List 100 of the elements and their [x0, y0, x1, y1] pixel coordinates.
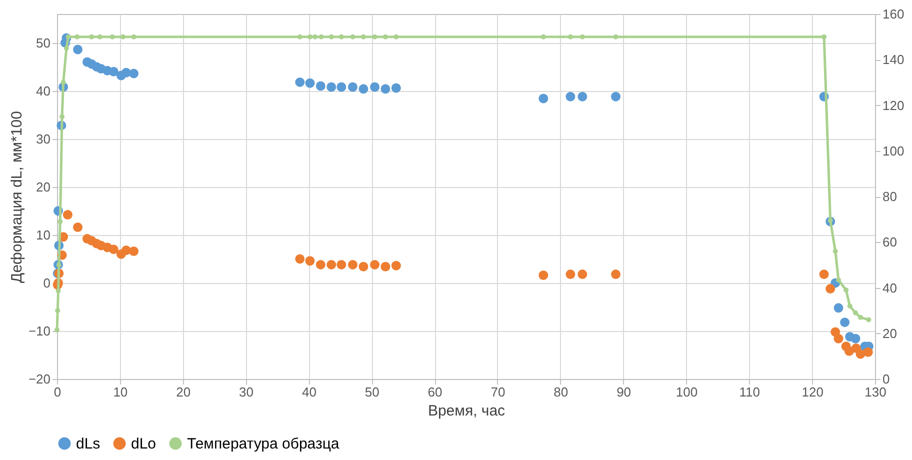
- y2-tick-label: 60: [882, 234, 897, 250]
- point: [580, 34, 585, 40]
- point: [60, 114, 65, 120]
- x-tick-label: 130: [864, 384, 886, 400]
- point: [312, 34, 318, 40]
- point: [295, 77, 305, 87]
- x-tick-label: 10: [113, 384, 128, 400]
- point: [611, 270, 620, 280]
- y2-tick-label: 0: [882, 372, 890, 386]
- point: [866, 317, 872, 322]
- point: [370, 260, 380, 270]
- y-axis-title: Деформация dL, мм*100: [8, 111, 26, 283]
- y-tick-label: 20: [36, 179, 50, 194]
- point: [326, 82, 336, 92]
- point: [858, 314, 864, 320]
- point: [578, 92, 588, 102]
- point: [305, 256, 315, 266]
- point: [391, 83, 401, 93]
- y2-tick-label: 40: [882, 280, 897, 296]
- x-tick-label: 80: [554, 384, 568, 400]
- point: [819, 270, 829, 280]
- point: [336, 260, 346, 270]
- point: [380, 84, 390, 94]
- x-tick-label: 70: [490, 384, 506, 400]
- point: [316, 81, 326, 91]
- point: [121, 246, 131, 256]
- point: [110, 34, 115, 40]
- point: [850, 334, 860, 344]
- point: [822, 34, 827, 40]
- point: [295, 254, 305, 264]
- point: [372, 34, 378, 40]
- point: [56, 288, 61, 294]
- point: [74, 34, 80, 40]
- y-tick-label: 50: [36, 35, 50, 50]
- x-tick-label: 110: [739, 384, 760, 400]
- point: [611, 92, 620, 102]
- point: [73, 44, 83, 54]
- x-tick-label: 100: [676, 384, 698, 400]
- point: [336, 82, 346, 92]
- y2-tick-label: 160: [882, 6, 904, 22]
- legend-label: dLo: [131, 436, 156, 453]
- point: [568, 34, 573, 40]
- x-tick-label: 40: [302, 384, 316, 400]
- point: [538, 270, 548, 280]
- point: [394, 34, 399, 40]
- point: [538, 94, 548, 104]
- point: [844, 288, 849, 293]
- point: [613, 34, 618, 40]
- point: [89, 34, 94, 40]
- point: [108, 244, 118, 254]
- point: [350, 34, 356, 40]
- point: [840, 318, 850, 328]
- point: [566, 270, 576, 280]
- y-tick-label: 40: [36, 83, 50, 98]
- point: [305, 78, 315, 88]
- point: [391, 260, 401, 270]
- point: [326, 260, 336, 270]
- point: [316, 260, 326, 270]
- point: [108, 66, 118, 76]
- point: [847, 304, 852, 308]
- point: [129, 246, 139, 256]
- point: [358, 84, 368, 94]
- point: [62, 210, 72, 220]
- point: [832, 248, 838, 254]
- point: [348, 260, 358, 270]
- y2-tick-label: 80: [882, 189, 897, 204]
- point: [60, 80, 66, 85]
- point: [120, 34, 126, 40]
- point: [834, 334, 844, 344]
- x-tick-label: 0: [54, 384, 62, 400]
- point: [382, 34, 388, 40]
- point: [307, 34, 312, 40]
- y-tick-label: 10: [36, 227, 50, 242]
- y2-tick-label: 20: [882, 326, 897, 341]
- legend-label: Температура образца: [187, 436, 340, 453]
- point: [64, 46, 69, 51]
- point: [131, 34, 136, 40]
- point: [358, 262, 368, 272]
- x-axis-title: Время, час: [428, 402, 506, 420]
- x-tick-label: 20: [176, 384, 191, 400]
- point: [73, 222, 83, 232]
- point: [566, 92, 576, 102]
- x-tick-label: 50: [364, 384, 380, 400]
- y-tick-label: −10: [28, 323, 50, 338]
- point: [338, 34, 344, 40]
- point: [360, 34, 366, 40]
- point: [55, 308, 60, 314]
- point: [97, 34, 102, 40]
- legend-label: dLs: [76, 436, 100, 453]
- point: [129, 68, 139, 78]
- point: [54, 327, 60, 332]
- point: [58, 219, 63, 224]
- y2-tick-label: 140: [882, 52, 904, 68]
- y-tick-label: 30: [36, 131, 50, 146]
- x-tick-label: 90: [616, 384, 632, 400]
- point: [852, 310, 858, 316]
- point: [297, 34, 302, 40]
- x-tick-label: 60: [428, 384, 442, 400]
- point: [380, 262, 390, 272]
- point: [836, 278, 842, 282]
